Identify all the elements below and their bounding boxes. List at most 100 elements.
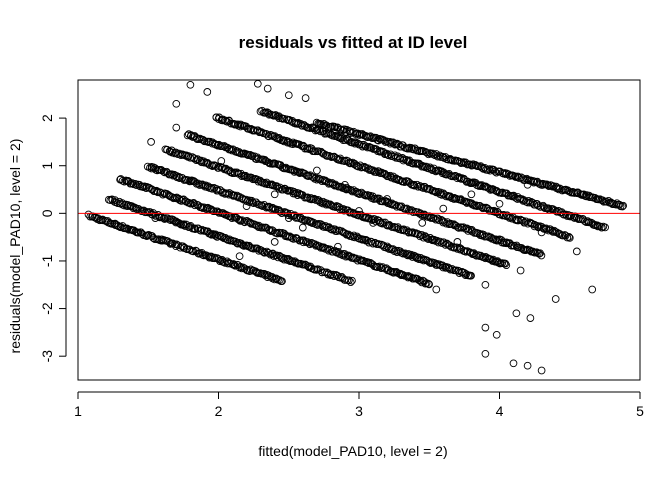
y-tick-label: -3 [39, 350, 55, 363]
data-point [295, 140, 304, 149]
data-point [348, 276, 356, 285]
data-point [233, 168, 241, 177]
y-tick-label: 1 [39, 162, 55, 170]
data-point [471, 251, 480, 260]
data-point [411, 252, 420, 261]
data-point [392, 246, 400, 255]
data-point [311, 147, 319, 156]
data-point [595, 222, 604, 231]
data-point [436, 237, 444, 246]
data-point [544, 204, 553, 213]
data-point [355, 190, 364, 198]
data-point [354, 234, 363, 242]
data-point [481, 323, 490, 332]
data-point [353, 256, 362, 265]
data-point [394, 140, 403, 149]
data-point [362, 191, 371, 200]
data-point [408, 228, 417, 237]
data-point [303, 238, 312, 246]
data-point [381, 138, 390, 146]
data-point [546, 225, 555, 234]
x-axis: 1 2 3 4 5 [74, 391, 644, 419]
data-point [453, 238, 462, 246]
data-point [246, 150, 255, 159]
data-point [452, 221, 461, 230]
data-point [418, 219, 427, 227]
data-point [329, 180, 337, 189]
data-point [131, 179, 140, 188]
data-point [550, 226, 559, 235]
data-point [514, 172, 522, 181]
data-point [146, 208, 155, 216]
data-point [344, 230, 353, 239]
data-point [365, 143, 374, 151]
data-point [425, 280, 433, 289]
data-point [406, 251, 415, 260]
data-point [197, 203, 206, 211]
x-tick-label: 1 [74, 403, 82, 419]
data-point [375, 262, 384, 271]
data-point [462, 178, 471, 186]
data-point [502, 261, 511, 270]
data-point [203, 203, 212, 212]
data-point [481, 349, 490, 358]
data-point [235, 252, 244, 261]
data-point [288, 234, 296, 242]
data-point [199, 181, 208, 190]
data-point [388, 223, 396, 231]
data-point [264, 225, 273, 234]
data-point [152, 186, 161, 195]
data-point [228, 146, 236, 155]
data-point [583, 217, 592, 225]
data-points [84, 79, 628, 375]
data-point [200, 203, 208, 212]
data-point [486, 255, 495, 264]
data-point [192, 156, 201, 164]
data-point [253, 79, 262, 88]
data-point [439, 204, 448, 213]
data-point [362, 235, 370, 244]
data-point [284, 137, 292, 146]
data-point [588, 285, 597, 294]
data-point [467, 190, 476, 199]
data-point [284, 91, 293, 100]
data-point [242, 202, 251, 211]
data-point [523, 180, 532, 189]
data-point [131, 203, 140, 212]
data-point [383, 195, 391, 203]
data-point [355, 255, 364, 264]
data-point [276, 207, 285, 216]
data-point [220, 165, 229, 174]
data-point [397, 271, 405, 280]
data-point [442, 192, 451, 201]
data-point [346, 278, 355, 287]
data-point [265, 202, 273, 211]
data-point [301, 94, 310, 102]
data-point [521, 217, 530, 226]
y-tick-label: 0 [39, 209, 55, 217]
data-point [396, 203, 405, 212]
data-point [227, 145, 235, 154]
data-point [284, 214, 293, 222]
data-point [270, 190, 279, 199]
data-point [565, 233, 573, 241]
plot-frame [77, 79, 641, 381]
y-axis: -3 -2 -1 0 1 2 [39, 114, 67, 363]
data-point [317, 120, 326, 129]
data-point [474, 251, 482, 259]
data-point [355, 207, 363, 215]
data-point [345, 276, 353, 285]
data-point [479, 204, 487, 213]
data-point [491, 167, 499, 176]
x-tick-label: 3 [355, 403, 363, 419]
data-point [248, 198, 257, 207]
data-point [189, 177, 198, 185]
data-point [565, 187, 573, 196]
data-point [429, 214, 438, 222]
data-point [313, 166, 321, 175]
data-point [237, 217, 245, 225]
data-point [362, 142, 370, 151]
data-point [399, 156, 408, 165]
data-point [426, 163, 434, 172]
data-point [189, 199, 197, 208]
